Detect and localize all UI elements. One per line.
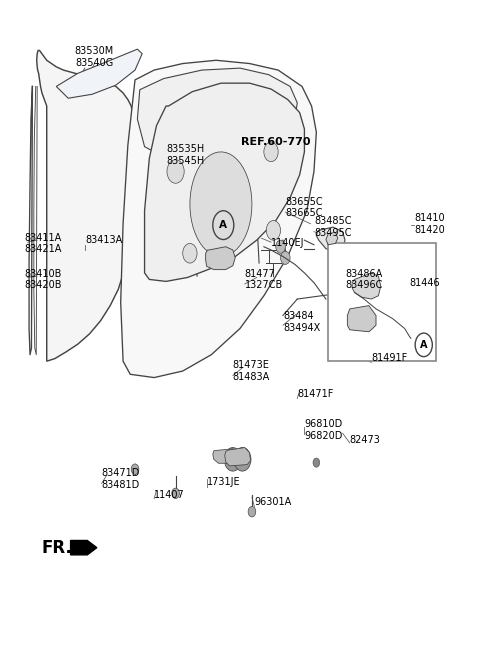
Polygon shape bbox=[144, 83, 304, 281]
Circle shape bbox=[172, 488, 180, 499]
Text: 83411A
83421A: 83411A 83421A bbox=[24, 233, 61, 254]
Circle shape bbox=[266, 221, 281, 240]
Text: A: A bbox=[219, 220, 228, 230]
Circle shape bbox=[248, 507, 256, 517]
Circle shape bbox=[167, 160, 184, 183]
Text: 83655C
83665C: 83655C 83665C bbox=[285, 196, 323, 218]
Text: 82473: 82473 bbox=[350, 435, 381, 445]
Polygon shape bbox=[352, 273, 381, 299]
Text: 81410
81420: 81410 81420 bbox=[414, 213, 445, 235]
Text: A: A bbox=[420, 340, 428, 350]
Polygon shape bbox=[36, 51, 138, 361]
Polygon shape bbox=[205, 247, 235, 269]
Text: 83535H
83545H: 83535H 83545H bbox=[166, 145, 204, 166]
Text: 81491F: 81491F bbox=[371, 353, 408, 363]
Text: 96810D
96820D: 96810D 96820D bbox=[304, 419, 343, 441]
Circle shape bbox=[264, 142, 278, 162]
Text: 83484
83494X: 83484 83494X bbox=[283, 311, 320, 332]
FancyBboxPatch shape bbox=[328, 244, 436, 361]
Polygon shape bbox=[137, 68, 297, 162]
Text: 1731JE: 1731JE bbox=[206, 477, 240, 487]
Circle shape bbox=[131, 464, 139, 474]
Polygon shape bbox=[225, 447, 251, 466]
Text: 81473E
81483A: 81473E 81483A bbox=[233, 360, 270, 382]
Text: 11407: 11407 bbox=[154, 490, 185, 501]
Polygon shape bbox=[316, 227, 345, 251]
Text: 81446: 81446 bbox=[409, 278, 440, 288]
Text: REF.60-770: REF.60-770 bbox=[241, 137, 311, 147]
Text: 81477
1327CB: 81477 1327CB bbox=[245, 269, 283, 290]
Text: 83485C
83495C: 83485C 83495C bbox=[314, 216, 351, 238]
Circle shape bbox=[313, 458, 320, 467]
Polygon shape bbox=[213, 449, 238, 463]
Circle shape bbox=[224, 447, 241, 471]
Circle shape bbox=[183, 244, 197, 263]
Text: 1140EJ: 1140EJ bbox=[271, 238, 304, 248]
Polygon shape bbox=[190, 152, 252, 256]
Circle shape bbox=[234, 447, 251, 471]
Text: 83413A: 83413A bbox=[85, 235, 122, 245]
Polygon shape bbox=[348, 306, 376, 332]
Text: 83530M
83540G: 83530M 83540G bbox=[75, 46, 114, 68]
Polygon shape bbox=[56, 49, 142, 98]
Polygon shape bbox=[326, 233, 338, 245]
Text: 83410B
83420B: 83410B 83420B bbox=[24, 269, 62, 290]
Circle shape bbox=[281, 251, 290, 264]
Text: 83471D
83481D: 83471D 83481D bbox=[102, 468, 140, 489]
FancyArrow shape bbox=[71, 541, 97, 555]
Text: FR.: FR. bbox=[42, 539, 72, 556]
Text: 81471F: 81471F bbox=[297, 389, 334, 399]
Text: 83486A
83496C: 83486A 83496C bbox=[345, 269, 383, 290]
Circle shape bbox=[276, 240, 285, 253]
Text: 96301A: 96301A bbox=[254, 497, 291, 507]
Polygon shape bbox=[120, 60, 316, 378]
